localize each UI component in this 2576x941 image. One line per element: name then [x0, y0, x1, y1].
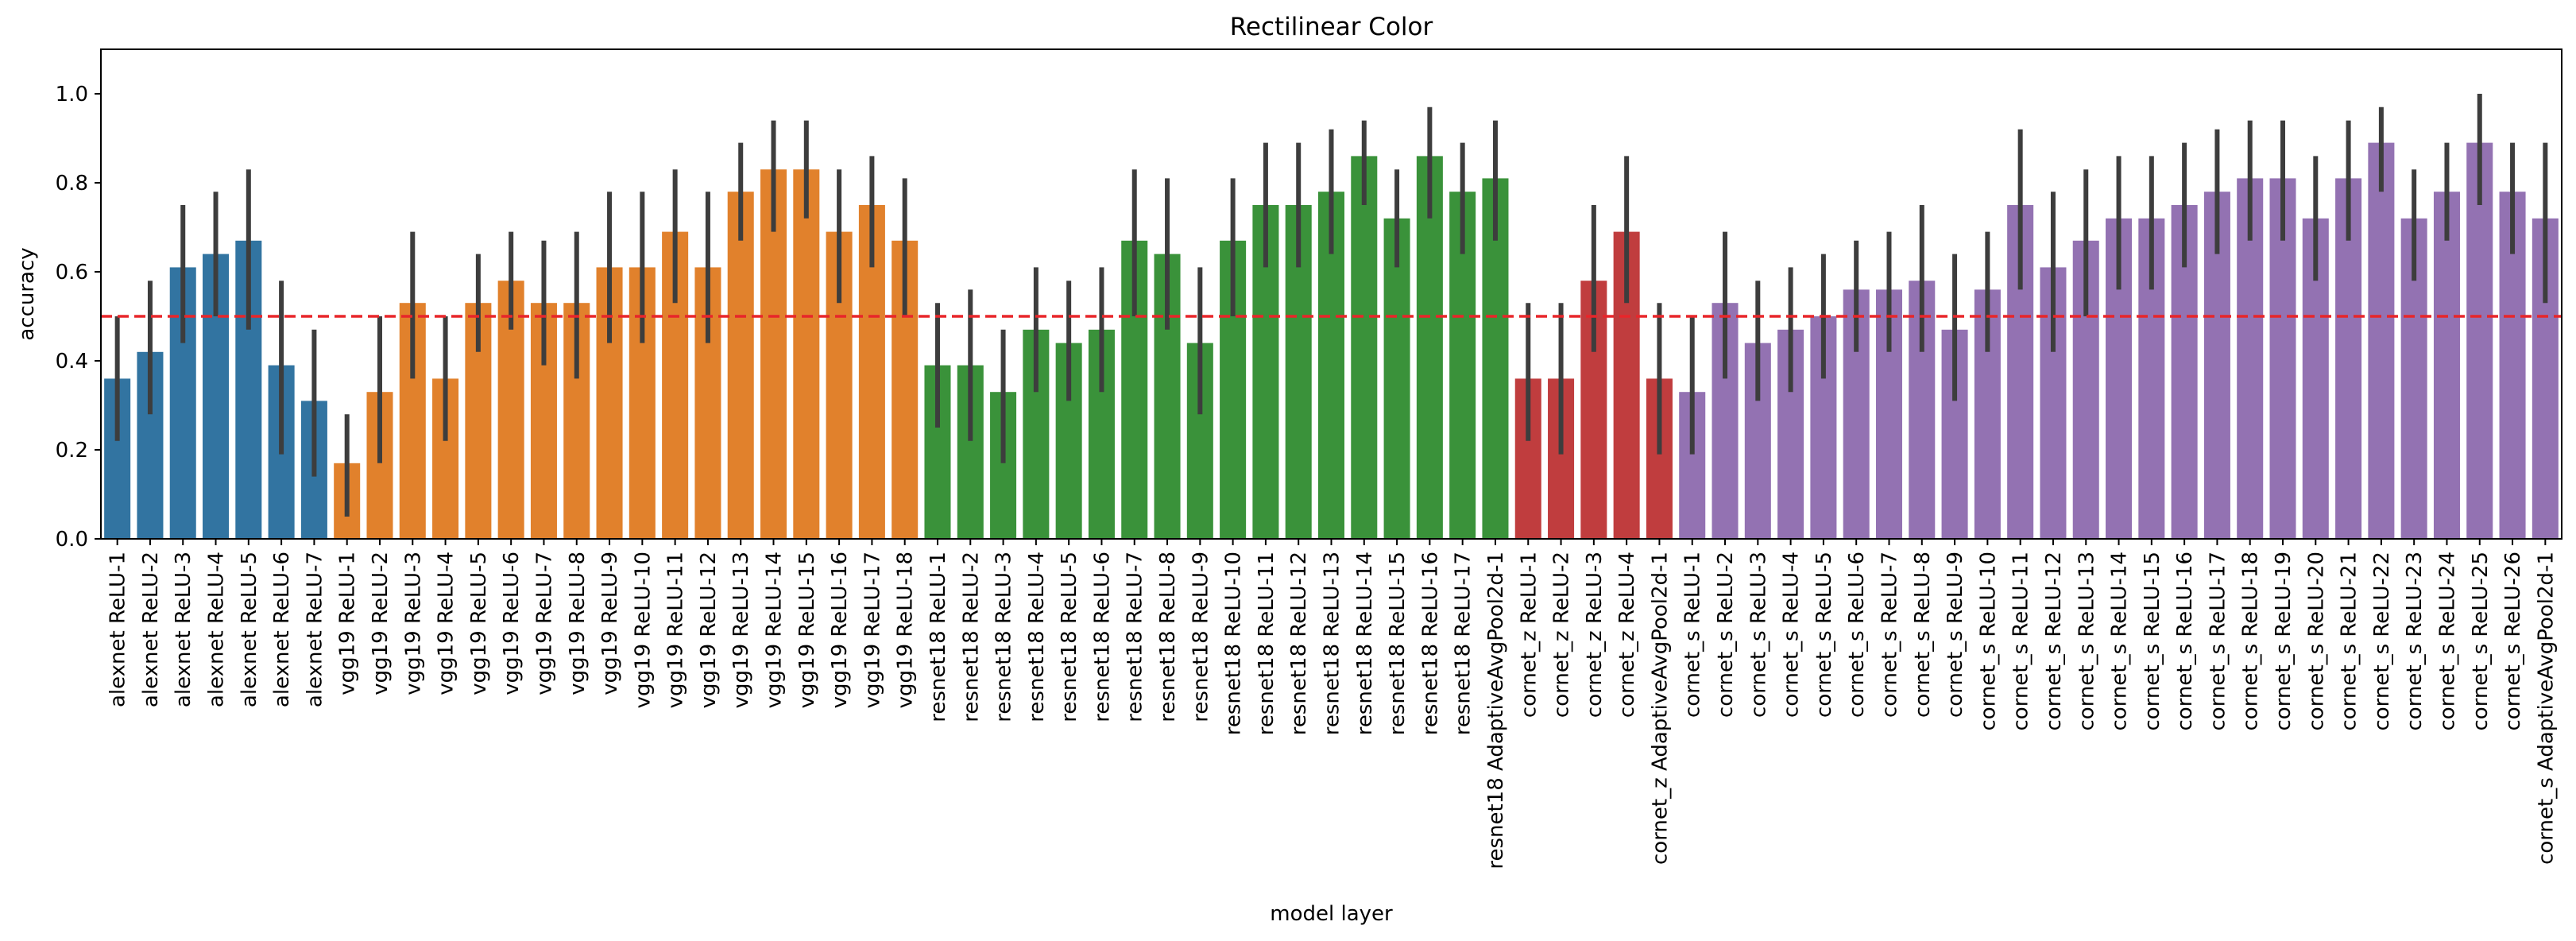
y-tick-label-2: 0.4 — [56, 350, 88, 374]
x-tick-label-18: vgg19 ReLU-12 — [697, 552, 721, 708]
x-tick-label-46: cornet_z ReLU-4 — [1615, 552, 1639, 718]
x-tick-label-24: vgg19 ReLU-18 — [894, 552, 918, 708]
x-tick-label-54: cornet_s ReLU-7 — [1878, 552, 1901, 718]
y-tick-label-3: 0.6 — [56, 261, 88, 285]
x-tick-label-34: resnet18 ReLU-10 — [1222, 552, 1246, 735]
x-tick-label-53: cornet_s ReLU-6 — [1845, 552, 1869, 718]
x-axis-label: model layer — [1270, 902, 1393, 926]
bars-group — [104, 142, 2559, 539]
x-tick-label-36: resnet18 ReLU-12 — [1287, 552, 1311, 735]
x-tick-label-67: cornet_s ReLU-20 — [2304, 552, 2328, 731]
x-tick-label-72: cornet_s ReLU-25 — [2469, 552, 2493, 731]
x-tick-label-60: cornet_s ReLU-13 — [2075, 552, 2098, 731]
x-tick-label-50: cornet_s ReLU-3 — [1746, 552, 1770, 718]
x-tick-label-12: vgg19 ReLU-6 — [500, 552, 524, 695]
x-tick-label-43: cornet_z ReLU-1 — [1517, 552, 1541, 718]
x-tick-label-35: resnet18 ReLU-11 — [1255, 552, 1278, 735]
bar-72 — [2466, 142, 2493, 539]
x-tick-label-57: cornet_s ReLU-10 — [1976, 552, 2000, 731]
x-tick-label-61: cornet_s ReLU-14 — [2108, 552, 2132, 731]
x-tick-label-40: resnet18 ReLU-16 — [1418, 552, 1442, 735]
bar-38 — [1351, 156, 1378, 539]
x-tick-label-31: resnet18 ReLU-7 — [1124, 552, 1147, 722]
x-tick-label-0: alexnet ReLU-1 — [106, 552, 130, 707]
x-tick-label-13: vgg19 ReLU-7 — [532, 552, 556, 695]
x-tick-label-21: vgg19 ReLU-15 — [795, 552, 819, 708]
y-tick-label-4: 0.8 — [56, 172, 88, 196]
x-tick-label-14: vgg19 ReLU-8 — [566, 552, 590, 695]
x-tick-label-5: alexnet ReLU-6 — [270, 552, 294, 707]
x-tick-label-59: cornet_s ReLU-12 — [2042, 552, 2066, 731]
x-tick-label-48: cornet_s ReLU-1 — [1681, 552, 1705, 718]
x-tick-label-38: resnet18 ReLU-14 — [1353, 552, 1377, 735]
x-tick-label-7: vgg19 ReLU-1 — [336, 552, 360, 695]
x-tick-label-66: cornet_s ReLU-19 — [2272, 552, 2296, 731]
x-tick-label-3: alexnet ReLU-4 — [205, 552, 229, 707]
x-tick-label-16: vgg19 ReLU-10 — [631, 552, 655, 708]
x-tick-label-45: cornet_z ReLU-3 — [1583, 552, 1607, 718]
bar-40 — [1416, 156, 1443, 539]
x-tick-label-22: vgg19 ReLU-16 — [828, 552, 852, 708]
x-tick-label-17: vgg19 ReLU-11 — [664, 552, 688, 708]
x-tick-label-56: cornet_s ReLU-9 — [1944, 552, 1967, 718]
x-tick-label-51: cornet_s ReLU-4 — [1780, 552, 1804, 718]
x-tick-label-10: vgg19 ReLU-4 — [435, 552, 458, 695]
x-tick-label-1: alexnet ReLU-2 — [139, 552, 163, 707]
y-tick-label-1: 0.2 — [56, 439, 88, 463]
x-tick-label-29: resnet18 ReLU-5 — [1058, 552, 1081, 722]
bar-69 — [2368, 142, 2395, 539]
x-tick-label-37: resnet18 ReLU-13 — [1321, 552, 1344, 735]
x-tick-label-58: cornet_s ReLU-11 — [2009, 552, 2033, 731]
x-tick-label-49: cornet_s ReLU-2 — [1714, 552, 1738, 718]
x-tick-label-25: resnet18 ReLU-1 — [926, 552, 950, 722]
x-tick-label-2: alexnet ReLU-3 — [172, 552, 195, 707]
x-tick-label-69: cornet_s ReLU-22 — [2370, 552, 2394, 731]
x-tick-label-26: resnet18 ReLU-2 — [959, 552, 983, 722]
y-axis-label: accuracy — [15, 247, 39, 340]
x-tick-label-47: cornet_z AdaptiveAvgPool2d-1 — [1648, 552, 1672, 865]
x-tick-label-20: vgg19 ReLU-14 — [763, 552, 787, 708]
x-tick-label-63: cornet_s ReLU-16 — [2173, 552, 2197, 731]
x-tick-label-6: alexnet ReLU-7 — [303, 552, 327, 707]
x-tick-label-41: resnet18 ReLU-17 — [1452, 552, 1476, 735]
x-tick-label-39: resnet18 ReLU-15 — [1386, 552, 1410, 735]
x-tick-label-42: resnet18 AdaptiveAvgPool2d-1 — [1484, 552, 1508, 869]
bar-71 — [2433, 192, 2460, 539]
x-tick-label-64: cornet_s ReLU-17 — [2206, 552, 2230, 731]
x-tick-label-73: cornet_s ReLU-26 — [2501, 552, 2525, 731]
x-tick-label-23: vgg19 ReLU-17 — [861, 552, 884, 708]
y-tick-label-0: 0.0 — [56, 528, 88, 552]
x-tick-label-30: resnet18 ReLU-6 — [1090, 552, 1114, 722]
y-tick-label-5: 1.0 — [56, 83, 88, 106]
bar-39 — [1383, 218, 1410, 539]
x-tick-label-27: resnet18 ReLU-3 — [992, 552, 1016, 722]
x-tick-label-15: vgg19 ReLU-9 — [598, 552, 622, 695]
x-tick-label-68: cornet_s ReLU-21 — [2338, 552, 2361, 731]
x-tick-label-19: vgg19 ReLU-13 — [729, 552, 753, 708]
x-tick-label-33: resnet18 ReLU-9 — [1189, 552, 1213, 722]
error-bars-group — [114, 94, 2548, 517]
x-tick-label-28: resnet18 ReLU-4 — [1025, 552, 1049, 722]
y-axis: 0.0 0.2 0.4 0.6 0.8 1.0 — [56, 83, 101, 552]
x-tick-label-8: vgg19 ReLU-2 — [369, 552, 393, 695]
x-axis: alexnet ReLU-1 alexnet ReLU-2 alexnet ReLU… — [106, 539, 2558, 869]
bar-21 — [793, 169, 820, 539]
x-tick-label-74: cornet_s AdaptiveAvgPool2d-1 — [2534, 552, 2558, 865]
bar-19 — [727, 192, 754, 539]
x-tick-label-52: cornet_s ReLU-5 — [1812, 552, 1836, 718]
x-tick-label-65: cornet_s ReLU-18 — [2239, 552, 2263, 731]
x-tick-label-55: cornet_s ReLU-8 — [1911, 552, 1935, 718]
x-tick-label-9: vgg19 ReLU-3 — [401, 552, 425, 695]
x-tick-label-32: resnet18 ReLU-8 — [1156, 552, 1180, 722]
x-tick-label-71: cornet_s ReLU-24 — [2435, 552, 2459, 731]
x-tick-label-44: cornet_z ReLU-2 — [1550, 552, 1574, 718]
x-tick-label-70: cornet_s ReLU-23 — [2403, 552, 2427, 731]
x-tick-label-62: cornet_s ReLU-15 — [2141, 552, 2164, 731]
chart-title: Rectilinear Color — [1230, 13, 1433, 41]
x-tick-label-11: vgg19 ReLU-5 — [467, 552, 491, 695]
x-tick-label-4: alexnet ReLU-5 — [238, 552, 261, 707]
